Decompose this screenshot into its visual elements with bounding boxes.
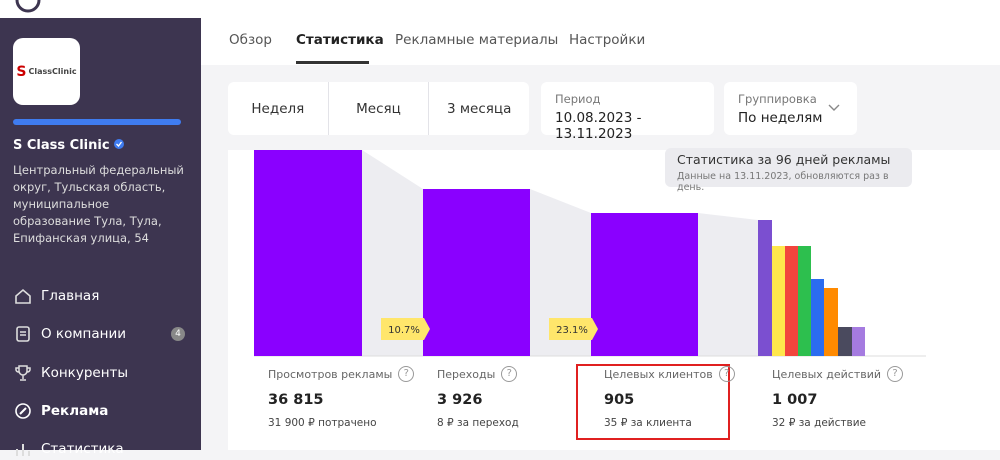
info-title: Статистика за 96 дней рекламы [677,152,891,167]
menu-label: О компании [41,326,126,342]
doc-icon [16,326,30,342]
stage-label: Переходы [437,367,496,381]
action-bar [758,220,772,356]
funnel-bar [254,150,362,356]
stage: Целевых действий? 1 007 32 ₽ за действие [772,366,922,429]
stage: Целевых клиентов? 905 35 ₽ за клиента [604,366,754,429]
action-bar [838,327,852,356]
stage-label: Целевых действий [772,367,882,381]
action-bar [824,288,838,356]
period-picker[interactable]: Период 10.08.2023 - 13.11.2023 [541,82,714,142]
stage-detail: 32 ₽ за действие [772,417,866,429]
home-icon [15,288,31,304]
help-icon[interactable]: ? [398,366,415,382]
action-bar [785,246,798,356]
conversion-tag [549,318,598,340]
tab[interactable]: Рекламные материалы [395,32,559,48]
progress-bar [13,119,181,125]
ads-icon [15,403,31,419]
top-bar [0,0,1000,18]
period-button[interactable]: Месяц [329,82,430,135]
stage-value: 905 [604,392,635,408]
logo[interactable]: S ClassClinic [13,38,80,105]
trophy-icon [15,365,31,381]
tab-bar: Обзор Статистика Рекламные материалы Нас… [201,18,1000,65]
conversion-label: 10.7% [388,325,420,336]
menu-item[interactable]: Реклама [14,400,108,422]
period-label: Период [555,92,601,106]
grouping-value: По неделям [738,110,823,126]
action-bar [798,246,811,356]
menu-item[interactable]: Статистика [14,438,124,460]
app-icon [15,0,41,13]
stage: Переходы? 3 926 8 ₽ за переход [437,366,587,429]
menu-badge: 4 [171,327,185,341]
period-value: 10.08.2023 - 13.11.2023 [555,110,642,142]
help-icon[interactable]: ? [887,366,904,382]
menu-item[interactable]: О компании 4 [14,323,185,345]
tab[interactable]: Обзор [229,32,272,48]
tab-active[interactable]: Статистика [296,32,384,48]
logo-text: ClassClinic [28,67,77,76]
menu-label: Статистика [41,441,124,457]
highlight-frame [576,364,730,440]
menu-label: Реклама [41,403,109,419]
stage-label: Просмотров рекламы [268,367,393,381]
tab-underline [296,61,369,64]
stage-label: Целевых клиентов [604,367,713,381]
info-box: Статистика за 96 дней рекламы Данные на … [665,148,912,193]
company-name: S Class Clinic [13,138,125,153]
stage-header: Просмотров рекламы? [268,366,418,382]
stage: Просмотров рекламы? 36 815 31 900 ₽ потрач… [268,366,418,429]
conversion-tag [381,318,430,340]
stage-value: 1 007 [772,392,818,408]
conversion-label: 23.1% [556,325,588,336]
main: Обзор Статистика Рекламные материалы Нас… [201,18,1000,450]
grouping-select[interactable]: Группировка По неделям [724,82,857,135]
period-button[interactable]: 3 месяца [446,100,512,117]
stage-header: Целевых клиентов? [604,366,754,382]
stage-header: Переходы? [437,366,587,382]
stats-icon [16,444,30,456]
menu-item[interactable]: Главная [14,285,99,307]
action-bar [772,246,785,356]
stage-value: 3 926 [437,392,483,408]
funnel-panel: 10.7% 23.1% Статистика за 96 дней реклам… [228,148,1000,450]
funnel-bar [423,189,530,356]
address: Центральный федеральный округ, Тульская … [13,163,184,245]
stage-detail: 35 ₽ за клиента [604,417,692,429]
period-buttons: Неделя Месяц 3 месяца [228,82,529,135]
menu-label: Главная [41,288,100,304]
action-bar [852,327,865,356]
grouping-label: Группировка [738,92,817,106]
help-icon[interactable]: ? [501,366,518,382]
funnel-graphic: 10.7% 23.1% [254,150,926,357]
stage-detail: 31 900 ₽ потрачено [268,417,377,429]
verified-icon [114,139,125,149]
stage-detail: 8 ₽ за переход [437,417,519,429]
chevron [828,104,840,111]
stage-header: Целевых действий? [772,366,922,382]
menu-item[interactable]: Конкуренты [14,362,128,384]
tab[interactable]: Настройки [569,32,646,48]
action-bar [811,279,824,356]
sidebar: S ClassClinic S Class Clinic Центральный … [0,18,201,457]
menu-label: Конкуренты [41,365,129,381]
info-note: Данные на 13.11.2023, обновляются раз в … [677,171,889,193]
help-icon[interactable]: ? [718,366,735,382]
period-button[interactable]: Неделя [228,82,329,135]
stage-value: 36 815 [268,392,324,408]
funnel-bar [591,213,698,356]
company-text: S Class Clinic [13,138,110,153]
